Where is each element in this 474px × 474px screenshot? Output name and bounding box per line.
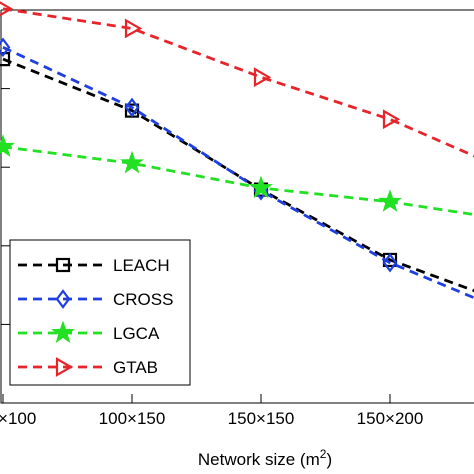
legend: LEACH CROSS LGCA GTAB	[9, 239, 191, 386]
point-cross-0	[0, 37, 11, 58]
point-gtab-3	[382, 109, 401, 130]
x-tick-label-3: 150×200	[357, 409, 424, 428]
legend-entries: LEACH CROSS LGCA GTAB	[18, 256, 173, 377]
legend-marker-cross	[55, 289, 71, 309]
x-tick-label-0: 100×100	[0, 409, 36, 428]
series-layer	[0, 1, 474, 300]
x-tick-label-1: 100×150	[99, 409, 166, 428]
legend-label-leach: LEACH	[113, 256, 170, 275]
x-axis-title-close: )	[326, 450, 332, 469]
series-line-cross	[2, 46, 474, 300]
point-lgca-1	[120, 150, 144, 174]
legend-label-cross: CROSS	[113, 290, 173, 309]
legend-entry-leach: LEACH	[18, 256, 170, 275]
series-gtab	[0, 1, 474, 158]
legend-entry-lgca: LGCA	[18, 320, 160, 344]
x-tick-label-2: 150×150	[228, 409, 295, 428]
legend-label-gtab: GTAB	[113, 358, 158, 377]
point-cross-1	[124, 97, 140, 118]
series-line-lgca	[2, 145, 474, 216]
legend-marker-leach	[55, 257, 71, 273]
x-axis-title: Network size (m2)	[198, 447, 332, 469]
point-lgca-3	[378, 189, 402, 212]
point-gtab-2	[253, 67, 272, 88]
legend-entry-gtab: GTAB	[18, 357, 158, 377]
series-line-gtab	[2, 7, 474, 158]
legend-label-lgca: LGCA	[113, 324, 160, 343]
x-axis-ticks	[2, 394, 391, 403]
plot-area	[0, 1, 474, 404]
y-axis-ticks	[1, 88, 10, 325]
point-lgca-2	[249, 175, 273, 199]
series-lgca	[0, 134, 474, 216]
legend-entry-cross: CROSS	[18, 289, 173, 309]
point-leach-0	[0, 52, 11, 67]
point-lgca-0	[0, 134, 15, 157]
x-axis-title-superscript: 2	[320, 447, 327, 461]
point-gtab-1	[124, 18, 143, 39]
point-cross-3	[382, 252, 398, 273]
legend-marker-lgca	[51, 320, 75, 344]
legend-marker-gtab	[55, 357, 74, 377]
point-gtab-0	[0, 1, 14, 17]
x-axis-title-text: Network size (m	[198, 450, 320, 469]
